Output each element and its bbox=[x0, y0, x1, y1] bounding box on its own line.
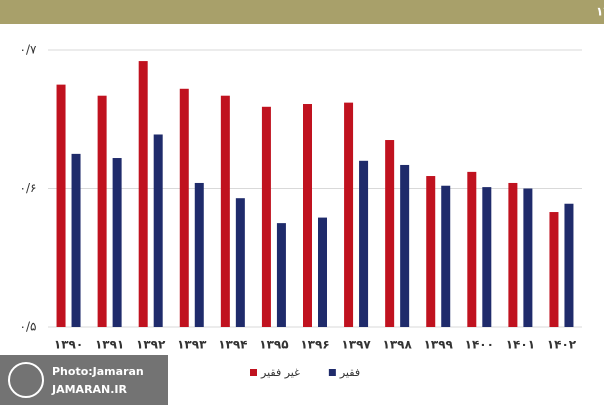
x-tick-label: ۱۳۹۵ bbox=[259, 338, 288, 352]
bar bbox=[385, 140, 395, 327]
bar bbox=[441, 185, 451, 327]
bar bbox=[179, 88, 189, 327]
bar bbox=[220, 95, 230, 327]
x-tick-label: ۱۳۹۰ bbox=[54, 338, 83, 352]
bar bbox=[194, 182, 204, 327]
bar bbox=[235, 198, 245, 327]
bar bbox=[71, 153, 81, 327]
bar bbox=[508, 182, 518, 327]
x-tick-label: ۱۳۹۶ bbox=[300, 338, 329, 352]
x-tick-label: ۱۳۹۹ bbox=[424, 338, 454, 352]
bar bbox=[303, 104, 312, 327]
bar bbox=[549, 212, 559, 327]
watermark: Photo:Jamaran JAMARAN.IR bbox=[0, 355, 168, 405]
bar bbox=[523, 188, 533, 327]
legend-label: غیر فقیر bbox=[260, 366, 300, 379]
x-tick-label: ۱۴۰۲ bbox=[547, 338, 577, 352]
watermark-site: JAMARAN.IR bbox=[51, 383, 128, 396]
bar bbox=[97, 95, 107, 327]
chart-title: نمودار درصد خانوارهای دارای سرپرست شاغل … bbox=[596, 5, 604, 20]
bar bbox=[153, 134, 163, 327]
bar bbox=[261, 106, 271, 327]
bar bbox=[56, 84, 66, 327]
watermark-credit: Photo:Jamaran bbox=[52, 365, 144, 378]
bar bbox=[564, 203, 574, 327]
bar bbox=[400, 164, 410, 327]
x-tick-label: ۱۳۹۴ bbox=[218, 338, 247, 352]
bar bbox=[112, 158, 122, 327]
bar bbox=[344, 102, 354, 327]
y-tick-label: ۰/۵ bbox=[20, 320, 37, 334]
title-bar bbox=[0, 0, 604, 24]
x-tick-label: ۱۳۹۸ bbox=[383, 338, 413, 352]
bar bbox=[467, 171, 477, 327]
bar bbox=[426, 176, 436, 327]
y-tick-label: ۰/۷ bbox=[20, 43, 37, 57]
bar bbox=[318, 217, 327, 327]
bar bbox=[276, 223, 286, 327]
x-tick-label: ۱۳۹۱ bbox=[95, 338, 124, 352]
bar bbox=[482, 187, 492, 327]
bar bbox=[138, 61, 148, 328]
y-tick-label: ۰/۶ bbox=[20, 181, 37, 195]
x-tick-label: ۱۳۹۲ bbox=[136, 338, 166, 352]
bar bbox=[359, 160, 369, 327]
watermark-logo bbox=[8, 362, 44, 398]
x-tick-label: ۱۴۰۰ bbox=[465, 338, 494, 352]
legend-swatch bbox=[328, 369, 336, 376]
legend-swatch bbox=[250, 369, 257, 376]
legend-label: فقیر bbox=[339, 366, 360, 379]
x-tick-label: ۱۳۹۳ bbox=[177, 338, 207, 352]
x-tick-label: ۱۳۹۷ bbox=[341, 338, 371, 352]
x-tick-label: ۱۴۰۱ bbox=[506, 338, 535, 352]
